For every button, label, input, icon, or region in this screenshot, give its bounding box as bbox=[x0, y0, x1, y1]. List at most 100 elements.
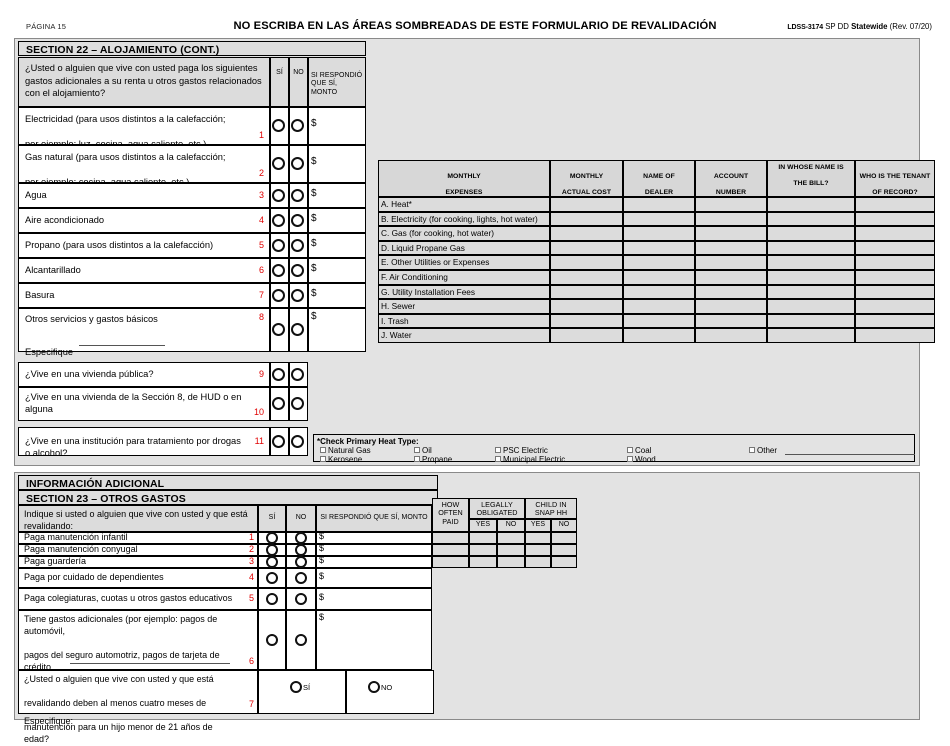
s23-how-often-cell[interactable] bbox=[432, 544, 469, 556]
expense-row-input-cell[interactable] bbox=[767, 211, 855, 227]
s22-no-radio[interactable] bbox=[291, 434, 304, 448]
expense-row-input-cell[interactable] bbox=[695, 284, 767, 300]
s22-yes-radio[interactable] bbox=[272, 213, 285, 227]
s23-yes-radio[interactable] bbox=[266, 572, 278, 584]
s23-no-radio[interactable] bbox=[295, 532, 307, 544]
expense-row-input-cell[interactable] bbox=[623, 226, 695, 241]
s23-snap-yes-cell[interactable] bbox=[525, 544, 551, 556]
s22-no-radio[interactable] bbox=[291, 323, 304, 336]
expense-row-input-cell[interactable] bbox=[695, 197, 767, 212]
s23-yes-radio[interactable] bbox=[266, 556, 278, 568]
s22-no-radio[interactable] bbox=[291, 263, 304, 277]
s23-yes-radio[interactable] bbox=[266, 593, 278, 605]
expense-row-input-cell[interactable] bbox=[855, 284, 935, 300]
expense-row-input-cell[interactable] bbox=[695, 255, 767, 270]
heat-type-checkbox[interactable] bbox=[627, 456, 633, 462]
s23-amount-cell[interactable] bbox=[316, 568, 432, 588]
expense-row-input-cell[interactable] bbox=[855, 328, 935, 343]
expense-row-input-cell[interactable] bbox=[623, 240, 695, 256]
s23-legally-no-cell[interactable] bbox=[497, 532, 525, 544]
expense-row-input-cell[interactable] bbox=[767, 197, 855, 212]
s22-amount-cell[interactable] bbox=[308, 208, 366, 233]
s22-yes-radio[interactable] bbox=[272, 434, 285, 448]
heat-type-checkbox[interactable] bbox=[320, 447, 326, 453]
expense-row-input-cell[interactable] bbox=[550, 226, 623, 241]
expense-row-input-cell[interactable] bbox=[695, 328, 767, 343]
s22-amount-cell[interactable] bbox=[308, 107, 366, 145]
expense-row-input-cell[interactable] bbox=[695, 240, 767, 256]
expense-row-input-cell[interactable] bbox=[623, 299, 695, 314]
s22-amount-cell[interactable] bbox=[308, 145, 366, 183]
s23-legally-no-cell[interactable] bbox=[497, 556, 525, 568]
s22-no-radio[interactable] bbox=[291, 157, 304, 170]
s23-how-often-cell[interactable] bbox=[432, 532, 469, 544]
expense-row-input-cell[interactable] bbox=[767, 270, 855, 285]
s23-yes-radio[interactable] bbox=[266, 544, 278, 556]
s23-no-radio[interactable] bbox=[295, 544, 307, 556]
s23-legally-yes-cell[interactable] bbox=[469, 532, 497, 544]
heat-type-checkbox[interactable] bbox=[495, 447, 501, 453]
expense-row-input-cell[interactable] bbox=[695, 211, 767, 227]
expense-row-input-cell[interactable] bbox=[855, 313, 935, 329]
s23-snap-yes-cell[interactable] bbox=[525, 556, 551, 568]
s22-yes-radio[interactable] bbox=[272, 119, 285, 132]
s22-amount-cell[interactable] bbox=[308, 283, 366, 308]
heat-type-checkbox[interactable] bbox=[749, 447, 755, 453]
s22-amount-cell[interactable] bbox=[308, 308, 366, 352]
s22-amount-cell[interactable] bbox=[308, 258, 366, 283]
expense-row-input-cell[interactable] bbox=[695, 226, 767, 241]
expense-row-input-cell[interactable] bbox=[767, 255, 855, 270]
expense-row-input-cell[interactable] bbox=[550, 313, 623, 329]
s23-final-yes-cell[interactable] bbox=[258, 670, 346, 714]
s22-yes-radio[interactable] bbox=[272, 263, 285, 277]
s23-yes-radio[interactable] bbox=[266, 634, 278, 646]
s22-no-radio[interactable] bbox=[291, 397, 304, 410]
s23-amount-cell[interactable] bbox=[316, 588, 432, 610]
expense-row-input-cell[interactable] bbox=[623, 313, 695, 329]
s23-amount-cell[interactable] bbox=[316, 532, 432, 544]
s23-snap-no-cell[interactable] bbox=[551, 544, 577, 556]
heat-type-checkbox[interactable] bbox=[414, 447, 420, 453]
expense-row-input-cell[interactable] bbox=[767, 313, 855, 329]
heat-type-checkbox[interactable] bbox=[320, 456, 326, 462]
s23-legally-no-cell[interactable] bbox=[497, 544, 525, 556]
s23-yes-radio[interactable] bbox=[266, 532, 278, 544]
s23-amount-cell[interactable] bbox=[316, 556, 432, 568]
expense-row-input-cell[interactable] bbox=[855, 299, 935, 314]
expense-row-input-cell[interactable] bbox=[550, 328, 623, 343]
s23-snap-no-cell[interactable] bbox=[551, 556, 577, 568]
s22-yes-radio[interactable] bbox=[272, 288, 285, 302]
expense-row-input-cell[interactable] bbox=[550, 240, 623, 256]
s23-no-radio[interactable] bbox=[295, 556, 307, 568]
s23-final-no-radio[interactable] bbox=[368, 681, 380, 693]
s22-yes-radio[interactable] bbox=[272, 188, 285, 202]
s22-no-radio[interactable] bbox=[291, 367, 304, 381]
expense-row-input-cell[interactable] bbox=[623, 197, 695, 212]
s23-snap-yes-cell[interactable] bbox=[525, 532, 551, 544]
s22-no-radio[interactable] bbox=[291, 188, 304, 202]
heat-type-checkbox[interactable] bbox=[414, 456, 420, 462]
s22-no-radio[interactable] bbox=[291, 288, 304, 302]
s22-yes-radio[interactable] bbox=[272, 367, 285, 381]
expense-row-input-cell[interactable] bbox=[623, 211, 695, 227]
s22-yes-radio[interactable] bbox=[272, 397, 285, 410]
heat-type-checkbox[interactable] bbox=[627, 447, 633, 453]
expense-row-input-cell[interactable] bbox=[623, 270, 695, 285]
s23-how-often-cell[interactable] bbox=[432, 556, 469, 568]
heat-type-checkbox[interactable] bbox=[495, 456, 501, 462]
s23-final-yes-radio[interactable] bbox=[290, 681, 302, 693]
expense-row-input-cell[interactable] bbox=[695, 299, 767, 314]
expense-row-input-cell[interactable] bbox=[695, 270, 767, 285]
s23-no-radio[interactable] bbox=[295, 572, 307, 584]
s22-no-radio[interactable] bbox=[291, 119, 304, 132]
s22-yes-radio[interactable] bbox=[272, 157, 285, 170]
expense-row-input-cell[interactable] bbox=[623, 255, 695, 270]
s23-no-radio[interactable] bbox=[295, 593, 307, 605]
s22-no-radio[interactable] bbox=[291, 238, 304, 252]
s23-legally-yes-cell[interactable] bbox=[469, 556, 497, 568]
expense-row-input-cell[interactable] bbox=[550, 299, 623, 314]
s23-snap-no-cell[interactable] bbox=[551, 532, 577, 544]
s22-amount-cell[interactable] bbox=[308, 183, 366, 208]
s22-amount-cell[interactable] bbox=[308, 233, 366, 258]
expense-row-input-cell[interactable] bbox=[550, 211, 623, 227]
